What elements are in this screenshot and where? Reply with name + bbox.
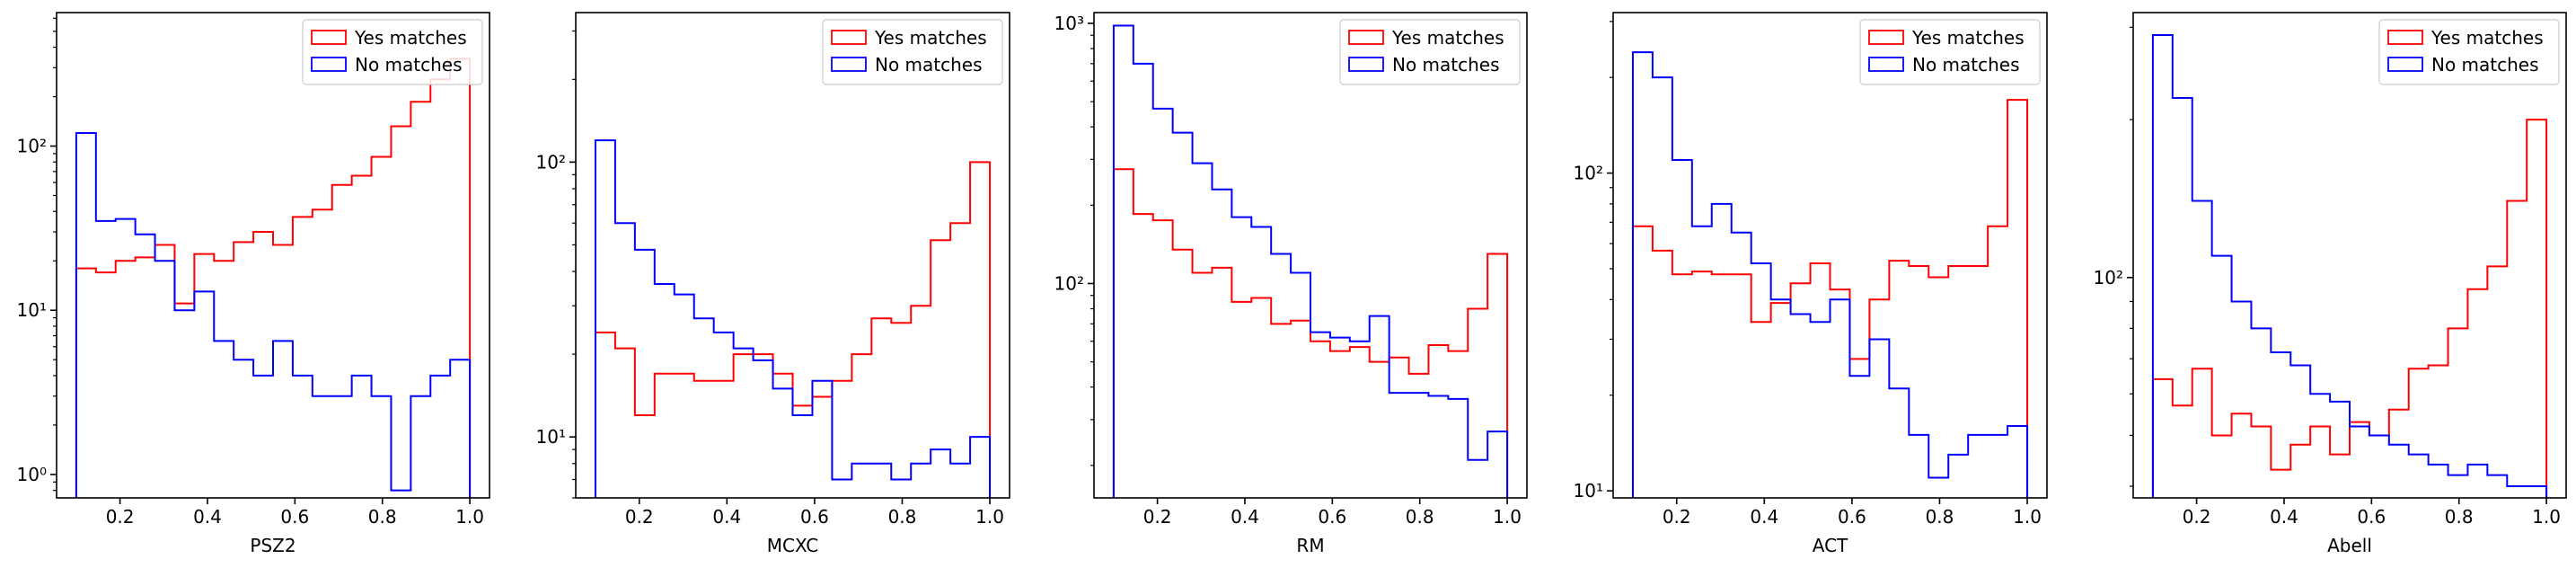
- x-tick-label: 1.0: [455, 506, 484, 528]
- legend-swatch: [831, 30, 867, 45]
- x-axis-label: RM: [1296, 535, 1324, 556]
- x-tick-label: 0.4: [712, 506, 741, 528]
- histogram-series-yes-matches: [2151, 119, 2548, 498]
- legend-swatch: [1348, 30, 1384, 45]
- histogram-data: [2151, 33, 2548, 498]
- x-tick-label: 0.6: [800, 506, 829, 528]
- y-tick-label: 10⁰: [17, 464, 47, 485]
- legend-frame: [1339, 19, 1521, 85]
- y-tick-label: 10²: [1054, 272, 1084, 294]
- legend-frame: [822, 19, 1003, 85]
- x-tick-label: 0.8: [1926, 506, 1954, 528]
- legend-swatch: [1868, 30, 1904, 45]
- x-tick-label: 0.2: [106, 506, 135, 528]
- legend-label: No matches: [1912, 54, 2020, 75]
- legend: Yes matches No matches: [2378, 19, 2560, 85]
- x-tick-label: 0.8: [1406, 506, 1434, 528]
- legend-swatch: [311, 30, 347, 45]
- legend-label: Yes matches: [874, 27, 987, 49]
- x-tick-label: 0.2: [1663, 506, 1691, 528]
- x-tick-label: 0.2: [1143, 506, 1172, 528]
- histogram-series-yes-matches: [75, 58, 472, 498]
- x-axis-label: PSZ2: [250, 535, 296, 556]
- histogram-series-no-matches: [1631, 51, 2029, 498]
- legend-frame: [2378, 19, 2560, 85]
- x-tick-label: 0.4: [1750, 506, 1778, 528]
- y-tick-label: 10²: [17, 136, 47, 157]
- y-tick-label: 10¹: [1574, 480, 1603, 501]
- axes-frame: [575, 12, 1010, 499]
- histogram-series-no-matches: [75, 132, 472, 498]
- x-tick-label: 0.4: [193, 506, 222, 528]
- axes-frame: [1612, 12, 2048, 499]
- histogram-series-yes-matches: [1631, 99, 2029, 498]
- x-tick-label: 0.6: [280, 506, 309, 528]
- histogram-data: [1112, 24, 1509, 498]
- y-tick-label: 10²: [1574, 163, 1603, 184]
- legend: Yes matches No matches: [1339, 19, 1521, 85]
- x-axis-label: MCXC: [767, 535, 818, 556]
- legend-label: Yes matches: [354, 27, 467, 49]
- x-tick-label: 0.4: [2270, 506, 2298, 528]
- histogram-panel-abell: 0.2 0.4 0.6 0.8 1.0 10² Abell Yes matches No mat…: [2094, 12, 2567, 556]
- axes-frame: [56, 12, 490, 499]
- legend-label: No matches: [875, 54, 983, 75]
- axes-frame: [2132, 12, 2567, 499]
- histogram-panel-mcxc: 0.2 0.4 0.6 0.8 1.0 10¹ 10² MCXC Yes matches No m…: [536, 12, 1010, 556]
- legend-swatch: [1868, 57, 1904, 72]
- x-axis-label: Abell: [2327, 535, 2372, 556]
- x-tick-label: 0.6: [1318, 506, 1346, 528]
- y-tick-label: 10¹: [536, 426, 566, 448]
- legend-swatch: [311, 57, 347, 72]
- legend-frame: [1859, 19, 2041, 85]
- legend-label: No matches: [1392, 54, 1500, 75]
- x-tick-label: 1.0: [1493, 506, 1522, 528]
- y-tick-label: 10³: [1054, 13, 1084, 34]
- x-tick-label: 1.0: [975, 506, 1004, 528]
- y-tick-label: 10¹: [17, 299, 47, 321]
- histogram-series-yes-matches: [1112, 168, 1509, 498]
- x-tick-label: 0.6: [2357, 506, 2386, 528]
- legend-swatch: [2387, 30, 2423, 45]
- histogram-panel-act: 0.2 0.4 0.6 0.8 1.0 10¹ 10² ACT Yes matches No ma…: [1574, 12, 2048, 556]
- legend-label: Yes matches: [1911, 27, 2025, 49]
- y-tick-label: 10²: [2094, 267, 2123, 288]
- legend: Yes matches No matches: [302, 19, 483, 85]
- x-tick-label: 0.8: [888, 506, 917, 528]
- legend-swatch: [2387, 57, 2423, 72]
- axes-frame: [1093, 12, 1528, 499]
- legend: Yes matches No matches: [1859, 19, 2041, 85]
- legend-swatch: [831, 57, 867, 72]
- histogram-series-no-matches: [2151, 33, 2548, 498]
- x-tick-label: 0.8: [2445, 506, 2474, 528]
- x-tick-label: 0.2: [2183, 506, 2211, 528]
- legend: Yes matches No matches: [822, 19, 1003, 85]
- x-tick-label: 1.0: [2532, 506, 2561, 528]
- legend-label: No matches: [2431, 54, 2539, 75]
- histogram-data: [75, 58, 472, 498]
- histogram-panel-psz2: 0.2 0.4 0.6 0.8 1.0 10⁰ 10¹ 10² PSZ2 Yes matches N…: [17, 12, 490, 556]
- legend-label: Yes matches: [2430, 27, 2544, 49]
- x-tick-label: 0.8: [368, 506, 397, 528]
- legend-label: Yes matches: [1391, 27, 1504, 49]
- histogram-panel-rm: 0.2 0.4 0.6 0.8 1.0 10² 10³ RM Yes matches No mat…: [1054, 12, 1528, 556]
- x-tick-label: 0.4: [1231, 506, 1259, 528]
- legend-frame: [302, 19, 483, 85]
- y-tick-label: 10²: [536, 151, 566, 173]
- x-tick-label: 1.0: [2013, 506, 2042, 528]
- histogram-data: [1631, 51, 2029, 498]
- histogram-series-no-matches: [1112, 24, 1509, 498]
- legend-swatch: [1348, 57, 1384, 72]
- histogram-series-no-matches: [594, 139, 992, 498]
- legend-label: No matches: [355, 54, 463, 75]
- x-tick-label: 0.6: [1838, 506, 1866, 528]
- x-axis-label: ACT: [1813, 535, 1848, 556]
- histogram-data: [594, 139, 992, 498]
- x-tick-label: 0.2: [625, 506, 654, 528]
